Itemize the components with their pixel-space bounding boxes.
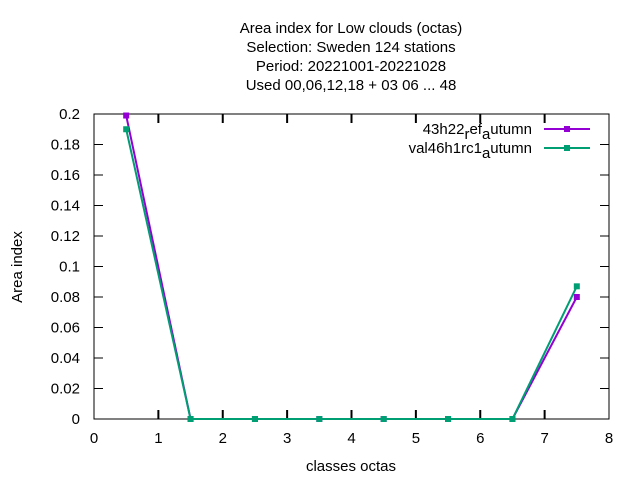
title-line: Period: 20221001-20221028 [256, 58, 446, 75]
x-axis-label: classes octas [306, 458, 396, 475]
x-tick-label: 8 [605, 430, 613, 447]
data-point [509, 416, 516, 422]
legend-label-0: 43h22refautumn [423, 121, 532, 143]
y-tick-label: 0.06 [51, 320, 80, 337]
tick-labels: 0 1 2 3 4 5 6 7 8 0 0.02 0.04 0.06 0.08 0.1 0.12 0.14 0.1… [51, 106, 613, 447]
y-tick-label: 0 [72, 411, 80, 428]
x-tick-label: 4 [347, 430, 355, 447]
x-tick-label: 7 [540, 430, 548, 447]
x-tick-label: 3 [283, 430, 291, 447]
y-tick-label: 0.02 [51, 381, 80, 398]
title-line: Selection: Sweden 124 stations [246, 39, 455, 56]
series-lines [123, 112, 580, 422]
axis-ticks [94, 114, 609, 419]
x-tick-label: 1 [154, 430, 162, 447]
x-tick-label: 6 [476, 430, 484, 447]
y-tick-label: 0.1 [59, 259, 80, 276]
y-tick-label: 0.18 [51, 137, 80, 154]
series-line-1 [125, 129, 578, 420]
y-tick-label: 0.14 [51, 198, 80, 215]
x-tick-label: 2 [219, 430, 227, 447]
x-tick-label: 0 [90, 430, 98, 447]
legend-label-1: val46h1rc1autumn [409, 140, 532, 162]
chart-title: Area index for Low clouds (octas) Selecti… [240, 20, 463, 94]
y-axis-label: Area index [9, 231, 26, 303]
title-line: Used 00,06,12,18 + 03 06 ... 48 [246, 77, 457, 94]
title-line: Area index for Low clouds (octas) [240, 20, 463, 37]
plot-frame [93, 113, 610, 420]
data-point [380, 416, 387, 422]
data-point [445, 416, 452, 422]
x-tick-label: 5 [412, 430, 420, 447]
data-point [251, 416, 258, 422]
y-tick-label: 0.12 [51, 228, 80, 245]
legend-marker-1 [564, 145, 570, 151]
data-point [316, 416, 323, 422]
data-point [123, 126, 130, 133]
y-tick-label: 0.16 [51, 167, 80, 184]
data-point [187, 416, 194, 422]
legend-marker-0 [564, 126, 570, 132]
y-tick-label: 0.08 [51, 289, 80, 306]
data-point [573, 294, 580, 300]
y-tick-label: 0.04 [51, 350, 80, 367]
series-line-0 [125, 115, 578, 420]
y-tick-label: 0.2 [59, 106, 80, 123]
data-point [573, 283, 580, 290]
data-point [123, 112, 130, 119]
